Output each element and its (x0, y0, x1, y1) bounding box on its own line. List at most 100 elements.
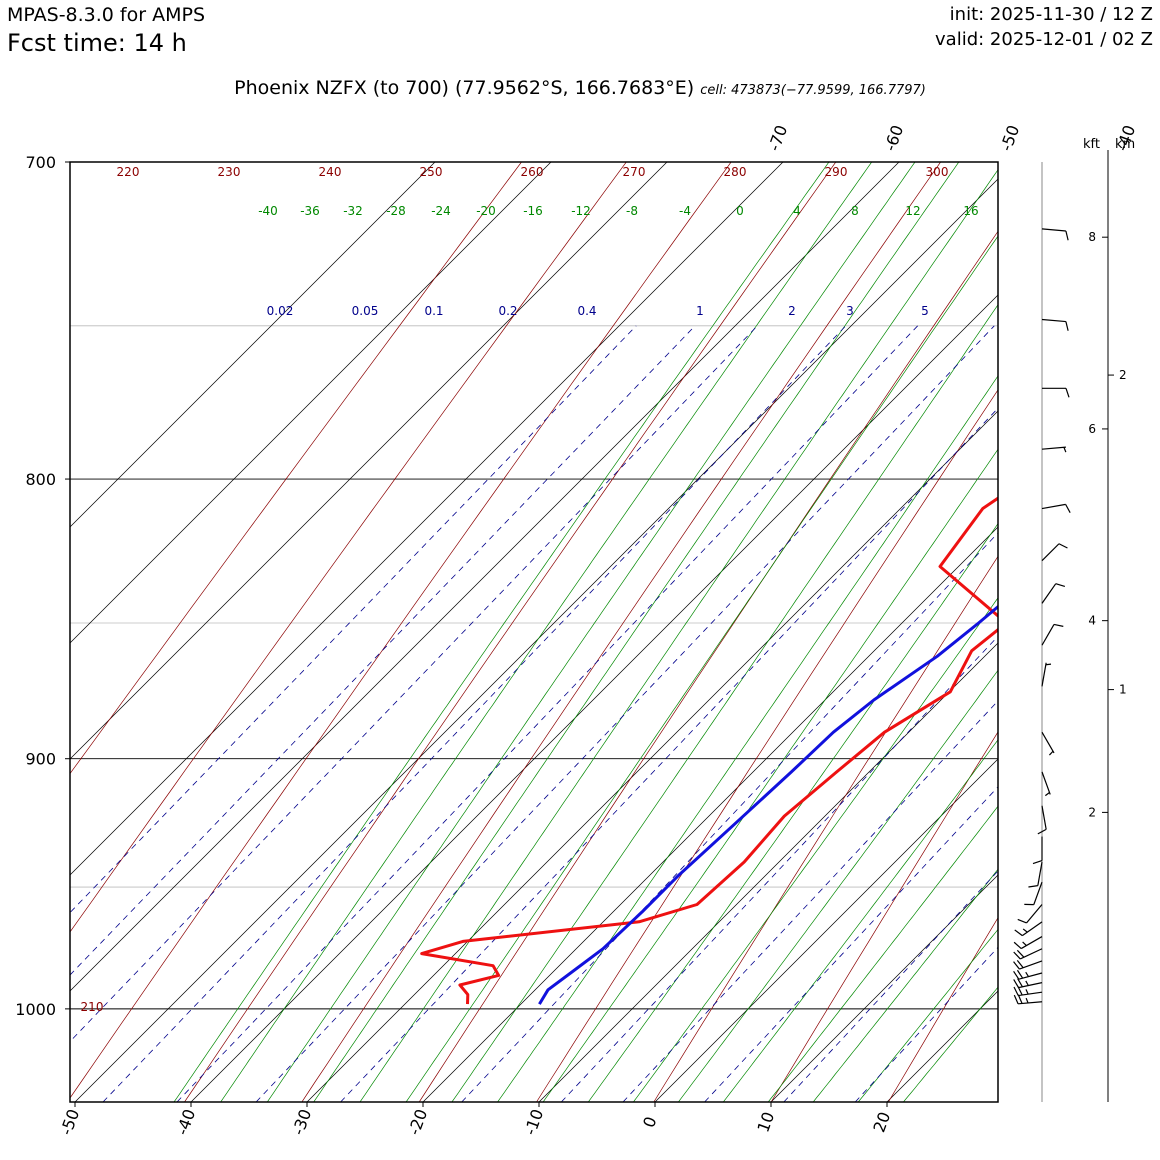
wind-barb (1041, 446, 1067, 453)
moist-adiabat-label: -32 (343, 204, 363, 218)
wind-barb-staff (1033, 881, 1043, 905)
moist-adiabat-label: -4 (679, 204, 691, 218)
wind-barb-half-feather (1048, 750, 1054, 756)
wind-barb-staff (1041, 503, 1066, 510)
dry-adiabat-200 (70, 162, 522, 775)
mixing-ratio-label: 3 (846, 304, 854, 318)
pressure-tick-label: 900 (25, 750, 56, 769)
wind-barb-half-feather (1025, 971, 1029, 977)
moist-adiabat--20 (451, 304, 998, 1102)
wind-barb (1024, 881, 1043, 906)
temperature-tick-label: -50 (56, 1107, 83, 1138)
moist-adiabat--36 (267, 162, 916, 1102)
wind-barb (1041, 228, 1069, 241)
moist-adiabat-label: -16 (523, 204, 543, 218)
moist-adiabat-label: 16 (963, 204, 978, 218)
isotherm-10 (770, 874, 998, 1102)
station-title: Phoenix NZFX (to 700) (77.9562°S, 166.76… (234, 77, 695, 99)
wind-barb (1014, 921, 1043, 937)
mixing-ratio-line (783, 870, 998, 1102)
wind-barb-feather (1017, 918, 1027, 924)
wind-barb-feather (1065, 504, 1071, 514)
wind-barb-feather (1016, 949, 1025, 958)
wind-barb (1013, 948, 1043, 960)
isotherm--70 (70, 162, 784, 876)
wind-barb-feather (1037, 828, 1047, 835)
wind-barb (1041, 503, 1071, 514)
valid-time: valid: 2025-12-01 / 02 Z (935, 29, 1153, 50)
mixing-ratio-line (854, 946, 998, 1102)
wind-barb-feather (1013, 951, 1021, 960)
wind-barb (1013, 994, 1043, 1005)
top-temperature-tick-label: -70 (764, 123, 791, 154)
isotherm--100 (70, 162, 436, 528)
moist-adiabat--28 (359, 169, 998, 1102)
top-temperature-tick-label: -60 (880, 123, 907, 154)
dewpoint-trace (538, 604, 998, 1005)
km-tick-label: 1 (1119, 683, 1127, 697)
pressure-tick-label: 800 (25, 470, 56, 489)
dry-adiabat-260 (536, 389, 998, 1102)
kft-tick-label: 4 (1088, 614, 1096, 628)
wind-barb (1041, 623, 1064, 646)
wind-barb-half-feather (1025, 997, 1029, 1004)
mixing-ratio-label: 0.1 (424, 304, 443, 318)
moist-adiabat-label: 12 (905, 204, 920, 218)
mixing-ratio-line (102, 325, 847, 1102)
dry-adiabat-290 (888, 917, 998, 1102)
mixing-ratio-line (461, 532, 998, 1102)
isotherm--10 (538, 642, 998, 1102)
wind-barb (1017, 904, 1043, 924)
mixing-ratio-line (340, 407, 998, 1102)
isotherm--60 (70, 162, 900, 992)
dry-adiabat-label: 210 (81, 1000, 104, 1014)
wind-barb-staff (1041, 662, 1047, 687)
dry-adiabat-250 (418, 230, 998, 1102)
dry-adiabat-label: 290 (825, 165, 848, 179)
wind-barb-feather (1013, 941, 1022, 950)
wind-barb-feather (1058, 543, 1068, 549)
wind-barb (1013, 986, 1043, 997)
mixing-ratio-label: 2 (788, 304, 796, 318)
wind-barb-staff (1041, 543, 1060, 562)
mixing-ratio-line (176, 325, 918, 1102)
plot-area (70, 162, 1160, 1102)
wind-barb-feather (1014, 929, 1023, 937)
isotherm-40 (1119, 162, 1160, 1102)
mixing-ratio-label: 0.4 (577, 304, 596, 318)
dry-adiabat-210 (70, 162, 627, 933)
wind-barb-staff (1041, 446, 1066, 450)
model-name: MPAS-8.3.0 for AMPS (7, 4, 206, 26)
wind-barb-feather (1013, 994, 1019, 1005)
isotherm--20 (422, 526, 998, 1102)
moist-adiabat-label: -28 (386, 204, 406, 218)
temperature-trace (420, 496, 998, 1005)
moist-adiabat-label: -20 (476, 204, 496, 218)
temperature-tick-label: -10 (520, 1107, 547, 1138)
mixing-ratio-label: 0.02 (267, 304, 294, 318)
wind-barb-feather (1016, 969, 1024, 979)
moist-adiabat-12 (812, 868, 998, 1102)
wind-barb-feather (1013, 986, 1019, 996)
dry-adiabat-label: 240 (319, 165, 342, 179)
moist-adiabat-label: -24 (431, 204, 451, 218)
wind-barb-half-feather (1025, 980, 1029, 986)
dry-adiabat-310 (1123, 162, 1160, 1102)
wind-barb-feather (1013, 961, 1020, 970)
moist-adiabat-4 (723, 739, 998, 1102)
temperature-tick-label: 10 (753, 1109, 778, 1135)
wind-barb-staff (1041, 731, 1055, 754)
wind-barb-feather (1053, 623, 1064, 627)
init-time: init: 2025-11-30 / 12 Z (949, 4, 1153, 25)
moist-adiabat-label: 4 (793, 204, 801, 218)
wind-barb-staff (1020, 936, 1043, 950)
wind-barb-staff (1041, 228, 1066, 232)
wind-barb-feather (1065, 321, 1069, 331)
moist-adiabat--24 (405, 235, 998, 1102)
mixing-ratio-label: 0.2 (498, 304, 517, 318)
wind-barb (1041, 731, 1055, 756)
wind-barb-feather (1028, 885, 1038, 888)
chart-title: Phoenix NZFX (to 700) (77.9562°S, 166.76… (0, 77, 1160, 99)
moist-adiabat-label: -40 (258, 204, 278, 218)
wind-barb (1013, 978, 1043, 989)
